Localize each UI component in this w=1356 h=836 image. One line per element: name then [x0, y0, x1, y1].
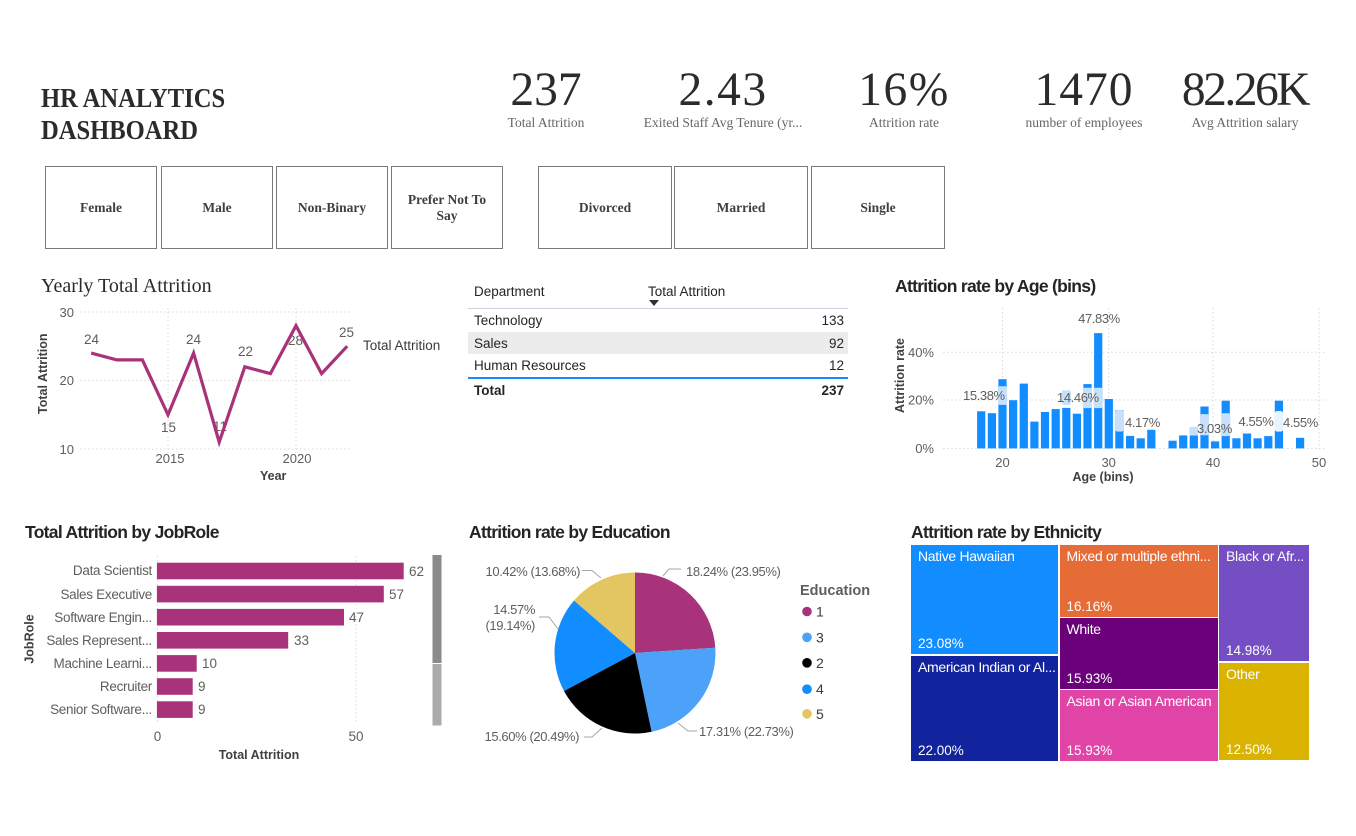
svg-text:14.46%: 14.46% [1057, 390, 1100, 405]
svg-text:30: 30 [1101, 455, 1115, 470]
svg-text:Total Attrition: Total Attrition [363, 338, 440, 353]
svg-text:50: 50 [1312, 455, 1326, 470]
svg-text:15.60% (20.49%): 15.60% (20.49%) [485, 729, 580, 744]
svg-text:10: 10 [60, 442, 74, 457]
svg-text:4.17%: 4.17% [1125, 415, 1161, 430]
svg-text:3: 3 [816, 629, 824, 645]
svg-text:2: 2 [816, 655, 824, 671]
svg-text:20: 20 [995, 455, 1009, 470]
svg-text:Sales Represent...: Sales Represent... [46, 633, 152, 648]
svg-text:Senior Software...: Senior Software... [50, 702, 152, 717]
svg-text:25: 25 [339, 325, 354, 340]
svg-text:Attrition rate: Attrition rate [893, 338, 907, 413]
svg-text:Machine Learni...: Machine Learni... [54, 656, 152, 671]
svg-text:33: 33 [294, 633, 309, 648]
svg-text:(19.14%): (19.14%) [485, 618, 535, 633]
svg-text:JobRole: JobRole [23, 614, 37, 663]
svg-text:47: 47 [349, 610, 364, 625]
svg-text:Age (bins): Age (bins) [1072, 470, 1133, 484]
svg-text:24: 24 [186, 332, 202, 347]
svg-text:15.38%: 15.38% [963, 388, 1006, 403]
svg-text:10.42% (13.68%): 10.42% (13.68%) [486, 564, 581, 579]
svg-text:0: 0 [154, 729, 162, 744]
svg-text:4: 4 [816, 681, 824, 697]
svg-text:15: 15 [161, 420, 176, 435]
svg-text:17.31% (22.73%): 17.31% (22.73%) [699, 724, 794, 739]
svg-text:0%: 0% [915, 441, 934, 456]
svg-text:50: 50 [348, 729, 363, 744]
svg-text:1: 1 [816, 604, 824, 620]
svg-text:2015: 2015 [156, 451, 185, 466]
svg-text:Year: Year [260, 469, 287, 483]
svg-text:Education: Education [800, 583, 870, 599]
svg-text:Recruiter: Recruiter [100, 679, 153, 694]
svg-text:30: 30 [60, 305, 74, 320]
svg-text:4.55%: 4.55% [1283, 415, 1319, 430]
svg-text:62: 62 [409, 564, 424, 579]
svg-text:Data Scientist: Data Scientist [73, 563, 153, 578]
svg-text:14.57%: 14.57% [493, 602, 536, 617]
svg-text:10: 10 [202, 656, 217, 671]
svg-text:2020: 2020 [283, 451, 312, 466]
svg-text:22: 22 [238, 344, 253, 359]
svg-text:9: 9 [198, 702, 206, 717]
svg-text:57: 57 [389, 587, 404, 602]
svg-text:Software Engin...: Software Engin... [54, 610, 152, 625]
svg-text:4.55%: 4.55% [1239, 414, 1275, 429]
svg-text:20: 20 [60, 373, 74, 388]
svg-text:24: 24 [84, 332, 100, 347]
svg-text:40: 40 [1206, 455, 1220, 470]
svg-text:Sales Executive: Sales Executive [60, 587, 152, 602]
svg-text:40%: 40% [908, 345, 934, 360]
svg-text:3.03%: 3.03% [1197, 421, 1233, 436]
svg-text:20%: 20% [908, 393, 934, 408]
svg-text:47.83%: 47.83% [1078, 311, 1121, 326]
svg-text:9: 9 [198, 679, 206, 694]
svg-text:Total Attrition: Total Attrition [219, 748, 300, 762]
svg-text:Total Attrition: Total Attrition [36, 333, 50, 414]
svg-text:5: 5 [816, 706, 824, 722]
svg-text:18.24% (23.95%): 18.24% (23.95%) [686, 564, 781, 579]
